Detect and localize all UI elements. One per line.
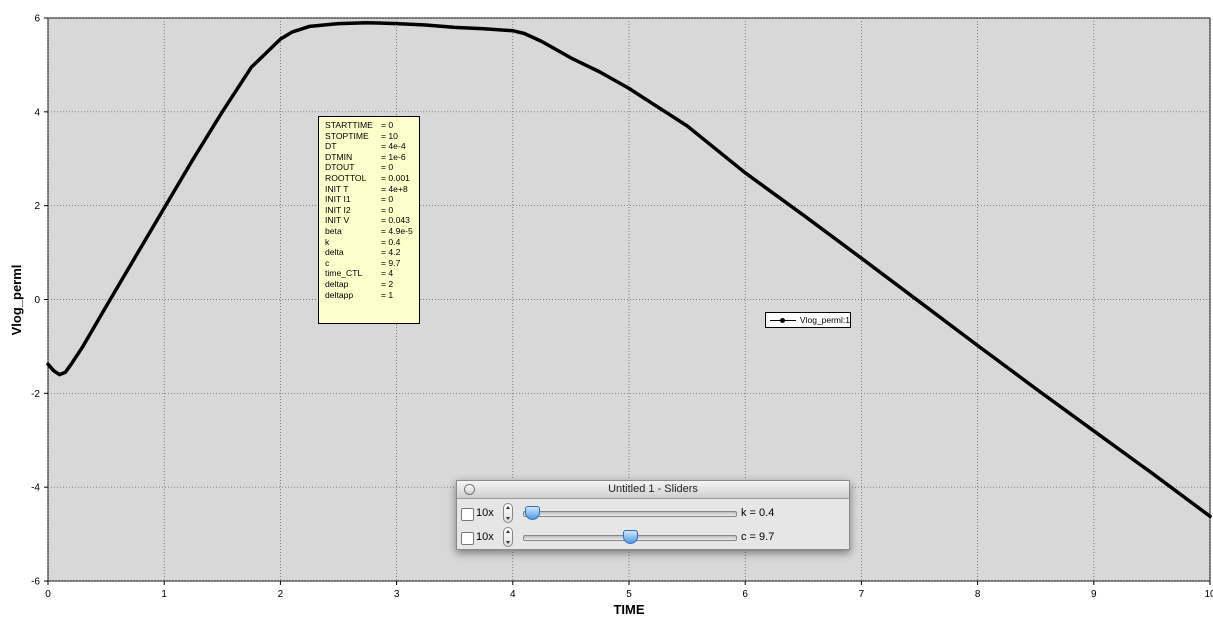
parameters-box: STARTTIME = 0 STOPTIME = 10 DT = 4e-4 DTMIN = 1… [318,116,420,324]
slider-thumb[interactable] [525,506,541,520]
legend: Vlog_perml:1 [765,312,851,328]
stepper-icon[interactable] [503,503,513,523]
sliders-window: Untitled 1 - Sliders 10x k = 0.4 10x c =… [456,480,850,550]
param-name: beta [325,225,342,236]
param-value: = 0 [381,204,394,215]
param-row: STARTTIME = 0 [325,120,419,131]
y-tick-label: 4 [34,107,40,118]
x-axis-title: TIME [613,602,644,617]
param-name: STARTTIME [325,120,373,130]
slider-track[interactable] [523,506,737,520]
sliders-titlebar[interactable]: Untitled 1 - Sliders [457,481,849,499]
param-name: deltap [325,278,349,289]
y-tick-label: 6 [34,14,40,25]
param-name: ROOTTOL [325,172,367,183]
stepper-icon[interactable] [503,527,513,547]
param-row: INIT T = 4e+8 [325,184,419,195]
param-name: INIT V [325,215,350,226]
param-row: STOPTIME = 10 [325,131,419,142]
sliders-window-title: Untitled 1 - Sliders [608,483,698,495]
param-value: = 4.9e-5 [381,225,413,236]
y-tick-label: 0 [34,295,40,306]
param-name: DTMIN [325,151,353,162]
y-tick-label: -2 [31,389,40,400]
param-name: STOPTIME [325,130,369,141]
param-value: = 0 [381,162,394,173]
param-name: c [325,257,330,268]
x-tick-label: 5 [626,589,632,600]
slider-track[interactable] [523,530,737,544]
param-value: = 0 [381,120,394,130]
param-value: = 9.7 [381,257,401,268]
param-name: INIT I2 [325,204,351,215]
slider-row-c: 10x c = 9.7 [457,527,849,551]
param-name: delta [325,247,344,258]
param-row: INIT I1 = 0 [325,194,419,205]
slider-thumb[interactable] [623,530,638,544]
param-name: time_CTL [325,268,363,279]
param-value: = 2 [381,278,394,289]
y-axis-title: Vlog_perml [9,265,24,336]
param-value: = 4 [381,268,394,279]
y-tick-label: -6 [31,577,40,588]
x-tick-label: 7 [859,589,865,600]
legend-line-icon [770,317,796,323]
multiplier-checkbox[interactable] [461,532,474,545]
multiplier-label: 10x [476,507,494,519]
param-value: = 0 [381,194,394,205]
x-tick-label: 9 [1091,589,1097,600]
slider-value-label: k = 0.4 [741,507,775,519]
param-value: = 4.2 [381,247,401,258]
param-row: ROOTTOL = 0.001 [325,173,419,184]
param-value: = 1e-6 [381,151,406,162]
x-tick-label: 8 [975,589,981,600]
param-row: time_CTL = 4 [325,268,419,279]
param-row: DTMIN = 1e-6 [325,152,419,163]
param-row: c = 9.7 [325,258,419,269]
y-tick-label: 2 [34,201,40,212]
param-row: DTOUT = 0 [325,162,419,173]
param-value: = 1 [381,289,394,300]
param-name: INIT T [325,183,349,194]
param-row: DT = 4e-4 [325,141,419,152]
param-row: deltapp = 1 [325,290,419,301]
param-value: = 4e-4 [381,141,406,152]
x-tick-label: 6 [742,589,748,600]
param-value: = 4e+8 [381,183,408,194]
x-tick-label: 1 [161,589,167,600]
multiplier-checkbox[interactable] [461,508,474,521]
x-tick-label: 4 [510,589,516,600]
slider-row-k: 10x k = 0.4 [457,503,849,527]
param-name: INIT I1 [325,194,351,205]
param-row: k = 0.4 [325,237,419,248]
param-row: deltap = 2 [325,279,419,290]
x-tick-label: 3 [394,589,400,600]
param-name: DTOUT [325,162,355,173]
x-tick-label: 2 [278,589,284,600]
param-row: INIT V = 0.043 [325,215,419,226]
y-tick-label: -4 [31,483,40,494]
slider-value-label: c = 9.7 [741,531,775,543]
param-value: = 0.001 [381,172,410,183]
param-row: delta = 4.2 [325,247,419,258]
param-name: k [325,236,330,247]
axis-ticks: 0 1 2 3 4 5 6 7 8 9 10 -6 -4 -2 0 2 4 6 [31,14,1213,601]
x-tick-label: 0 [45,589,51,600]
close-icon[interactable] [464,484,475,495]
multiplier-label: 10x [476,531,494,543]
param-name: DT [325,141,337,152]
x-tick-label: 10 [1204,589,1213,600]
param-value: = 0.043 [381,215,410,226]
param-value: = 0.4 [381,236,401,247]
param-row: INIT I2 = 0 [325,205,419,216]
param-value: = 10 [381,130,398,141]
param-name: deltapp [325,289,354,300]
series-line [46,20,1212,519]
param-row: beta = 4.9e-5 [325,226,419,237]
legend-label: Vlog_perml:1 [799,315,850,325]
